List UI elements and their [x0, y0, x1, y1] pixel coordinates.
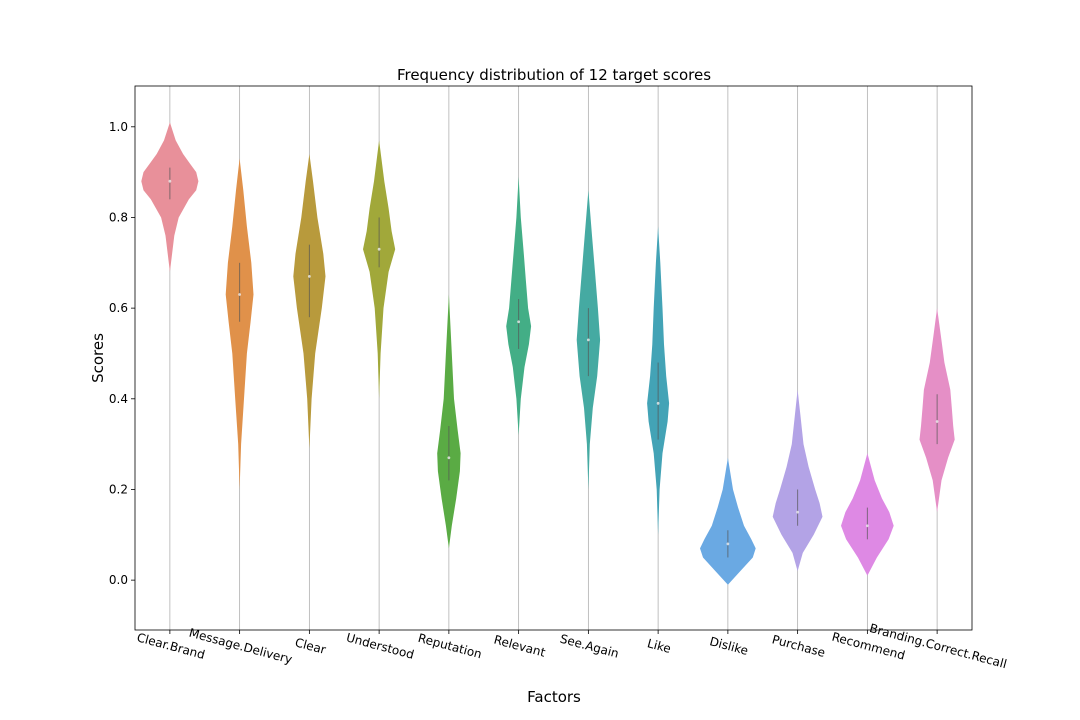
- median-marker: [726, 542, 730, 546]
- x-tick-label: Purchase: [771, 632, 827, 660]
- x-tick-label: See.Again: [558, 632, 620, 661]
- median-marker: [238, 293, 242, 296]
- violin-dislike: [700, 457, 756, 585]
- violin-purchase: [772, 389, 823, 572]
- median-marker: [796, 510, 800, 514]
- median-marker: [168, 179, 172, 183]
- y-axis-label: Scores: [89, 333, 107, 383]
- violin-understood: [363, 140, 396, 399]
- grid: [169, 86, 938, 630]
- y-tick-label: 0.4: [109, 392, 128, 406]
- y-tick-label: 0.6: [109, 301, 128, 315]
- chart-title: Frequency distribution of 12 target scor…: [397, 66, 711, 84]
- y-tick-label: 1.0: [109, 120, 128, 134]
- plot-area: [134, 85, 973, 631]
- y-tick-label: 0.0: [109, 573, 128, 587]
- violins: [141, 122, 955, 585]
- x-tick-label: Like: [646, 636, 673, 656]
- x-tick-label: Dislike: [708, 634, 750, 658]
- median-marker: [935, 420, 939, 423]
- median-marker: [447, 456, 451, 460]
- x-tick-label: Relevant: [492, 633, 547, 660]
- median-marker: [586, 338, 590, 342]
- y-tick-label: 0.2: [109, 482, 128, 496]
- violin-reputation: [437, 294, 461, 549]
- median-marker: [865, 524, 869, 528]
- x-tick-label: Reputation: [417, 631, 484, 661]
- y-axis: 0.0 0.2 0.4 0.6 0.8 1.0: [109, 120, 135, 587]
- y-tick-label: 0.8: [109, 210, 128, 224]
- x-tick-label: Clear: [293, 635, 327, 657]
- x-axis-label: Factors: [527, 688, 581, 706]
- median-marker: [307, 275, 311, 278]
- x-tick-label: Understood: [345, 630, 416, 662]
- median-marker: [377, 247, 381, 251]
- median-marker: [656, 401, 660, 405]
- plot-frame: [134, 85, 973, 631]
- x-tick-label: Message.Delivery: [188, 626, 294, 667]
- violin-message-delivery: [225, 158, 254, 490]
- median-marker: [517, 320, 521, 324]
